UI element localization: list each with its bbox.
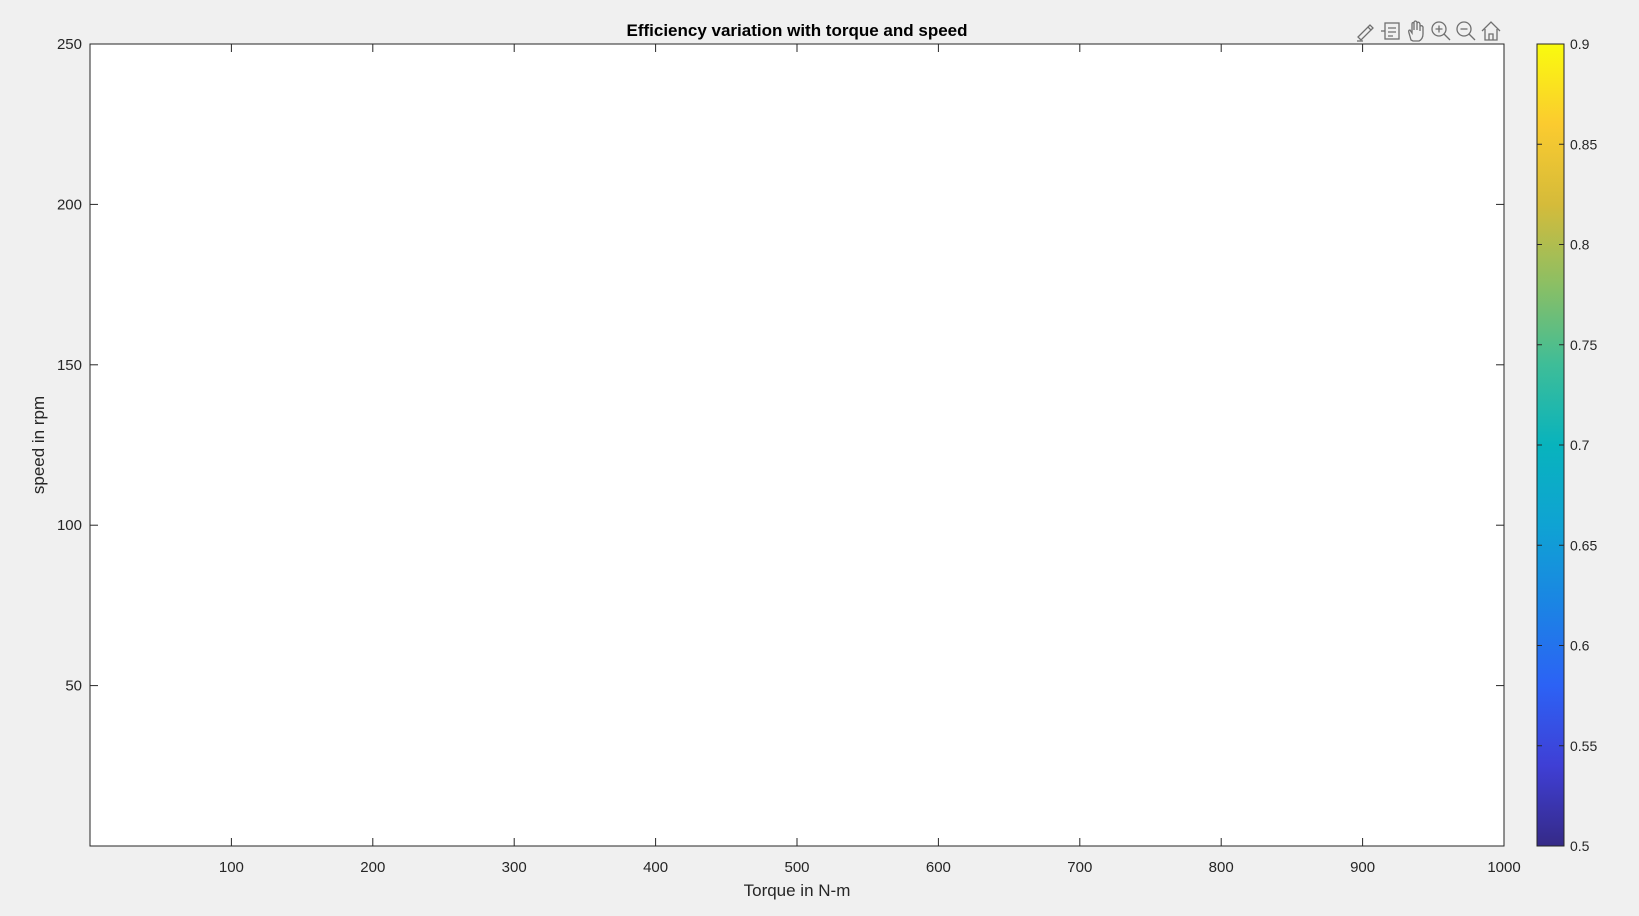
colorbar-tick-label: 0.75 [1570, 337, 1597, 353]
x-axis: 100 200 300 400 500 600 700 800 900 1000 [219, 44, 1521, 876]
y-tick-label: 50 [65, 678, 82, 695]
plot-area[interactable] [90, 44, 1504, 846]
y-tick-label: 100 [57, 517, 82, 534]
y-tick-label: 150 [57, 357, 82, 374]
y-tick-label: 250 [57, 36, 82, 53]
x-tick-label: 300 [502, 859, 527, 876]
data-tips-icon[interactable] [1380, 20, 1402, 42]
x-axis-label: Torque in N-m [744, 881, 851, 900]
colorbar-tick-label: 0.65 [1570, 537, 1597, 553]
colorbar-ticks: 0.5 0.55 0.6 0.65 0.7 0.75 0.8 0.85 0.9 [1537, 36, 1597, 854]
x-tick-label: 600 [926, 859, 951, 876]
colorbar-tick-label: 0.85 [1570, 136, 1597, 152]
colorbar-tick-label: 0.6 [1570, 638, 1590, 654]
zoom-in-icon[interactable] [1430, 20, 1452, 42]
x-tick-label: 200 [360, 859, 385, 876]
home-icon[interactable] [1480, 20, 1502, 42]
colorbar-tick-label: 0.9 [1570, 36, 1590, 52]
chart-title: Efficiency variation with torque and spe… [626, 21, 967, 40]
x-tick-label: 400 [643, 859, 668, 876]
pan-icon[interactable] [1405, 20, 1427, 42]
x-tick-label: 900 [1350, 859, 1375, 876]
colorbar-tick-label: 0.8 [1570, 237, 1590, 253]
y-tick-label: 200 [57, 196, 82, 213]
zoom-out-icon[interactable] [1455, 20, 1477, 42]
y-axis-label: speed in rpm [29, 396, 48, 494]
axes-toolbar [1355, 20, 1502, 42]
x-tick-label: 100 [219, 859, 244, 876]
x-tick-label: 500 [784, 859, 809, 876]
colorbar-tick-label: 0.7 [1570, 437, 1590, 453]
x-tick-label: 1000 [1487, 859, 1520, 876]
x-tick-label: 800 [1209, 859, 1234, 876]
colorbar-tick-label: 0.55 [1570, 738, 1597, 754]
brush-icon[interactable] [1355, 20, 1377, 42]
y-axis: 50 100 150 200 250 [57, 36, 1504, 695]
colorbar-tick-label: 0.5 [1570, 838, 1590, 854]
x-tick-label: 700 [1067, 859, 1092, 876]
